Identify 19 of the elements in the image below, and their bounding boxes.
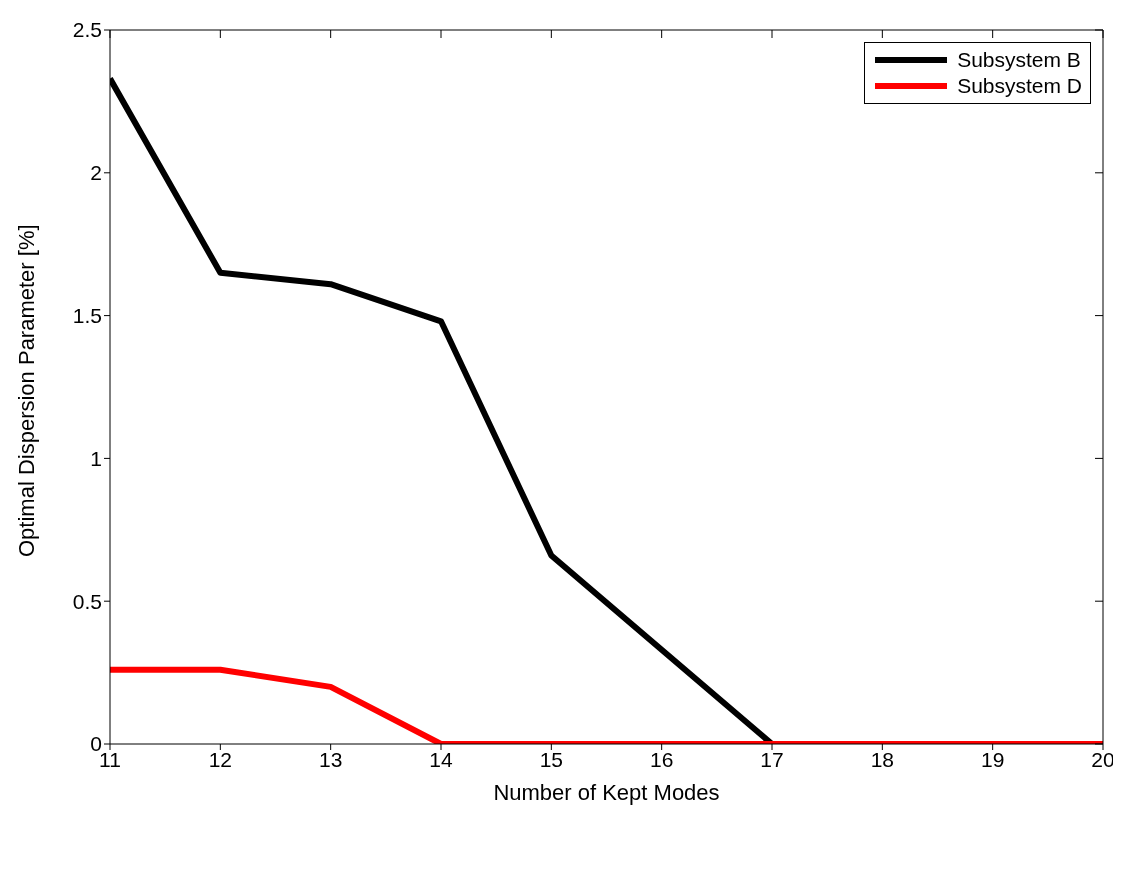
y-tick-label: 0 — [90, 732, 102, 756]
y-tick-label: 0.5 — [72, 589, 102, 613]
y-tick-label: 1.5 — [72, 304, 102, 328]
y-axis-title: Optimal Dispersion Parameter [%] — [13, 224, 39, 557]
x-tick-label: 12 — [208, 747, 233, 771]
legend-label: Subsystem D — [957, 74, 1082, 98]
y-tick-label: 1 — [90, 446, 102, 470]
x-tick-label: 19 — [980, 747, 1005, 771]
y-tick-label: 2.5 — [72, 18, 102, 42]
x-tick-label: 15 — [539, 747, 564, 771]
x-tick-label: 14 — [429, 747, 453, 771]
x-tick-label: 20 — [1091, 747, 1115, 771]
x-tick-label: 17 — [760, 747, 784, 771]
y-tick-label: 2 — [90, 161, 102, 185]
x-tick-label: 16 — [649, 747, 674, 771]
x-tick-label: 18 — [870, 747, 895, 771]
x-axis-title: Number of Kept Modes — [493, 780, 720, 805]
x-tick-label: 13 — [318, 747, 343, 771]
legend-label: Subsystem B — [957, 48, 1081, 72]
